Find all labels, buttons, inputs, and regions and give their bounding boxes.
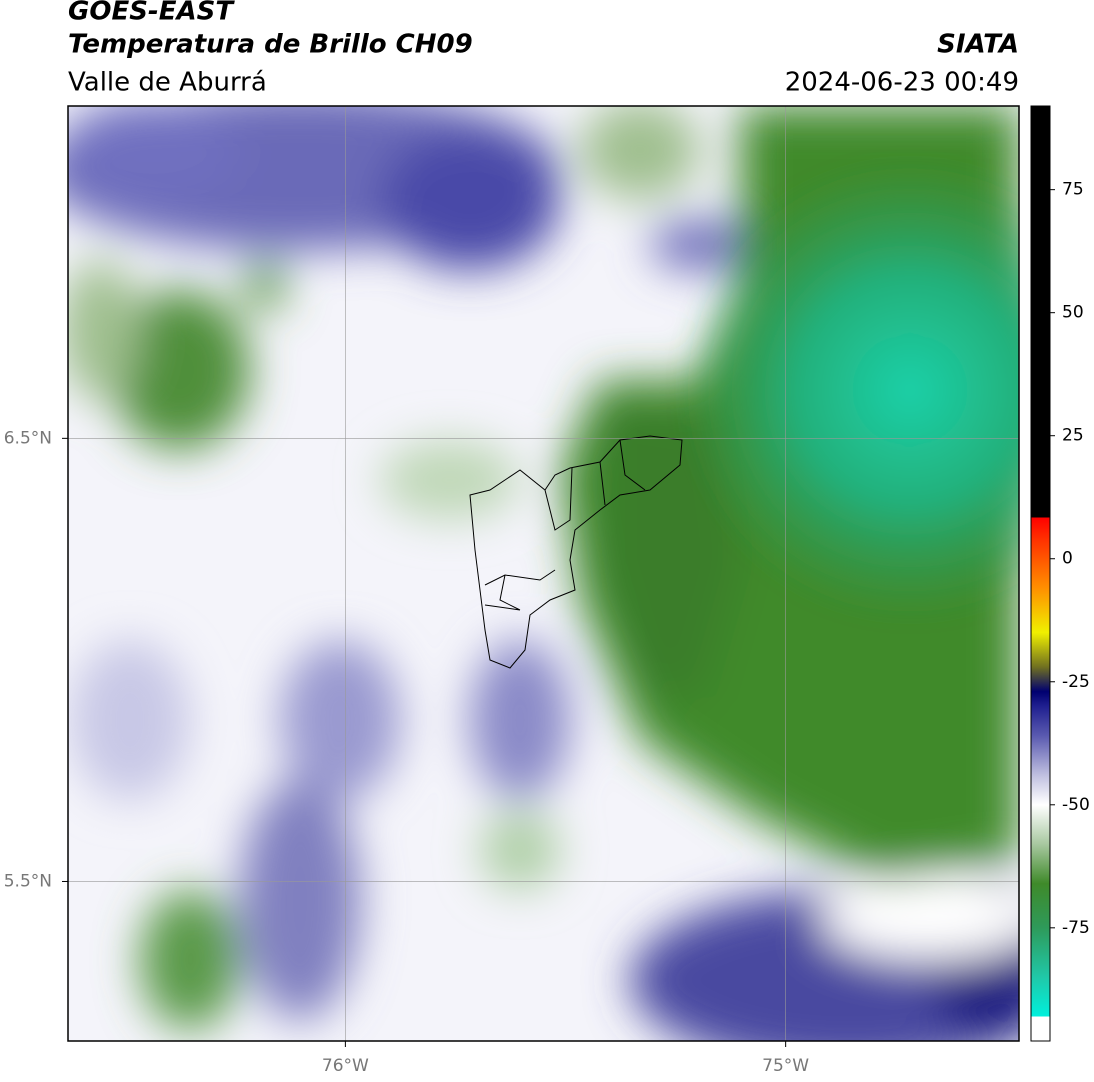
map-frame [67, 105, 1020, 1042]
colorbar [1030, 105, 1051, 1042]
datetime: 2024-06-23 00:49 [785, 68, 1019, 98]
subtitle: Temperatura de Brillo CH09 [68, 30, 473, 60]
y-tick-label: 5.5°N [4, 871, 52, 891]
region: Valle de Aburrá [68, 68, 267, 98]
x-tick-label: 76°W [322, 1056, 369, 1076]
x-tick-label: 75°W [762, 1056, 809, 1076]
colorbar-tick-label: -50 [1062, 795, 1090, 815]
valle-aburra-outline [469, 435, 683, 669]
colorbar-tick-label: 50 [1062, 303, 1084, 323]
satellite-image [68, 106, 1019, 1041]
colorbar-tick-label: 0 [1062, 549, 1073, 569]
title: GOES-EAST [68, 0, 235, 27]
colorbar-tick-label: -25 [1062, 672, 1090, 692]
colorbar-tick-label: 75 [1062, 180, 1084, 200]
colorbar-tick-label: 25 [1062, 426, 1084, 446]
y-tick-label: 6.5°N [4, 428, 52, 448]
source: SIATA [937, 30, 1019, 60]
colorbar-tick-label: -75 [1062, 918, 1090, 938]
